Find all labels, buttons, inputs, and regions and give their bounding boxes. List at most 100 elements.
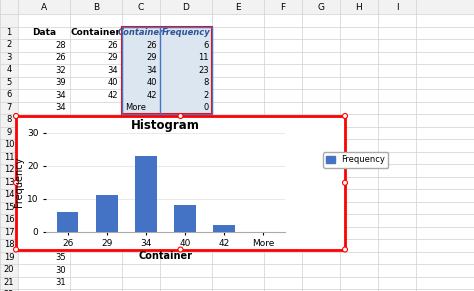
Text: 21: 21: [4, 278, 14, 287]
Text: 5: 5: [6, 78, 12, 87]
Bar: [213, 225, 235, 232]
Text: 6: 6: [204, 41, 209, 50]
Text: 35: 35: [55, 178, 66, 187]
Bar: [16, 116, 345, 249]
Text: 11: 11: [4, 153, 14, 162]
Text: B: B: [93, 3, 99, 12]
Text: 26: 26: [55, 216, 66, 225]
Text: 34: 34: [146, 66, 157, 75]
Bar: [122, 26, 212, 114]
Bar: [0, 0, 474, 14]
Text: 31: 31: [55, 278, 66, 287]
Bar: [122, 77, 212, 89]
Bar: [122, 52, 212, 64]
Text: 1: 1: [6, 28, 12, 37]
Text: 34: 34: [55, 103, 66, 112]
Text: 8: 8: [6, 116, 12, 125]
Text: 26: 26: [108, 41, 118, 50]
Text: 14: 14: [4, 190, 14, 199]
Text: Container: Container: [118, 28, 164, 37]
Bar: [57, 212, 78, 232]
Legend: Frequency: Frequency: [323, 152, 388, 168]
Y-axis label: Frequency: Frequency: [14, 157, 24, 207]
Text: 9: 9: [6, 128, 12, 137]
Text: 27: 27: [55, 191, 66, 200]
Text: 7: 7: [6, 103, 12, 112]
Text: 30: 30: [55, 266, 66, 275]
Text: 42: 42: [146, 91, 157, 100]
Text: 16: 16: [4, 215, 14, 224]
Text: 34: 34: [55, 228, 66, 237]
Text: 28: 28: [55, 41, 66, 50]
Text: 39: 39: [55, 78, 66, 87]
Bar: [135, 156, 157, 232]
Bar: [122, 26, 212, 39]
Text: 34: 34: [108, 66, 118, 75]
Text: 40: 40: [108, 78, 118, 87]
Text: 18: 18: [4, 240, 14, 249]
Bar: [174, 205, 196, 232]
Text: 2: 2: [6, 40, 12, 49]
Text: 26: 26: [55, 53, 66, 62]
Bar: [122, 89, 212, 102]
Text: 26: 26: [146, 41, 157, 50]
Text: 8: 8: [204, 78, 209, 87]
Text: 33: 33: [55, 153, 66, 162]
Circle shape: [343, 247, 347, 252]
Text: 6: 6: [6, 91, 12, 100]
Text: Data: Data: [32, 28, 56, 37]
Text: 13: 13: [4, 178, 14, 187]
Text: F: F: [281, 3, 285, 12]
Text: 23: 23: [199, 66, 209, 75]
Text: 33: 33: [55, 241, 66, 250]
Text: 29: 29: [55, 141, 66, 150]
Circle shape: [343, 180, 347, 185]
Text: G: G: [318, 3, 325, 12]
Text: I: I: [396, 3, 398, 12]
Text: 30: 30: [55, 128, 66, 137]
Text: 15: 15: [4, 203, 14, 212]
Text: 32: 32: [55, 66, 66, 75]
Text: 2: 2: [204, 91, 209, 100]
X-axis label: Container: Container: [138, 251, 192, 261]
Text: Container: Container: [71, 28, 121, 37]
Text: 29: 29: [55, 116, 66, 125]
Text: 12: 12: [4, 166, 14, 174]
Text: 22: 22: [4, 290, 14, 291]
Text: 0: 0: [204, 103, 209, 112]
Text: E: E: [235, 3, 241, 12]
Text: 29: 29: [146, 53, 157, 62]
Text: A: A: [41, 3, 47, 12]
Text: 19: 19: [4, 253, 14, 262]
Circle shape: [13, 247, 18, 252]
Circle shape: [13, 113, 18, 118]
Bar: [122, 39, 212, 52]
Text: 35: 35: [55, 253, 66, 262]
Title: Histogram: Histogram: [131, 119, 200, 132]
Circle shape: [178, 247, 183, 252]
Circle shape: [13, 180, 18, 185]
Text: 20: 20: [4, 265, 14, 274]
Text: 29: 29: [108, 53, 118, 62]
Text: More: More: [125, 103, 146, 112]
Text: 42: 42: [108, 91, 118, 100]
Text: 40: 40: [146, 78, 157, 87]
Bar: [122, 64, 212, 77]
Text: 34: 34: [55, 166, 66, 175]
Text: Frequency: Frequency: [162, 28, 210, 37]
Bar: [0, 0, 18, 291]
Text: C: C: [138, 3, 144, 12]
Text: 34: 34: [55, 91, 66, 100]
Bar: [122, 102, 212, 114]
Text: 11: 11: [199, 53, 209, 62]
Circle shape: [178, 113, 183, 118]
Text: D: D: [182, 3, 190, 12]
Text: 38: 38: [55, 203, 66, 212]
Circle shape: [343, 113, 347, 118]
Text: 4: 4: [6, 65, 12, 74]
Bar: [96, 195, 118, 232]
Bar: [122, 26, 212, 114]
Text: 17: 17: [4, 228, 14, 237]
Text: 10: 10: [4, 141, 14, 150]
Bar: [17, 117, 344, 249]
